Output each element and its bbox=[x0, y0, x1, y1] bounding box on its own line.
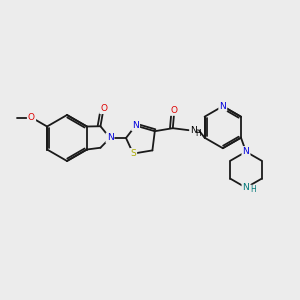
Text: O: O bbox=[28, 113, 35, 122]
Text: O: O bbox=[170, 106, 177, 115]
Text: N: N bbox=[243, 147, 249, 156]
Text: H: H bbox=[250, 185, 256, 194]
Text: N: N bbox=[106, 134, 113, 142]
Text: N: N bbox=[190, 126, 197, 135]
Text: H: H bbox=[195, 129, 201, 138]
Text: N: N bbox=[132, 121, 139, 130]
Text: N: N bbox=[219, 102, 226, 111]
Text: S: S bbox=[130, 149, 136, 158]
Text: N: N bbox=[243, 183, 249, 192]
Text: O: O bbox=[100, 104, 107, 113]
